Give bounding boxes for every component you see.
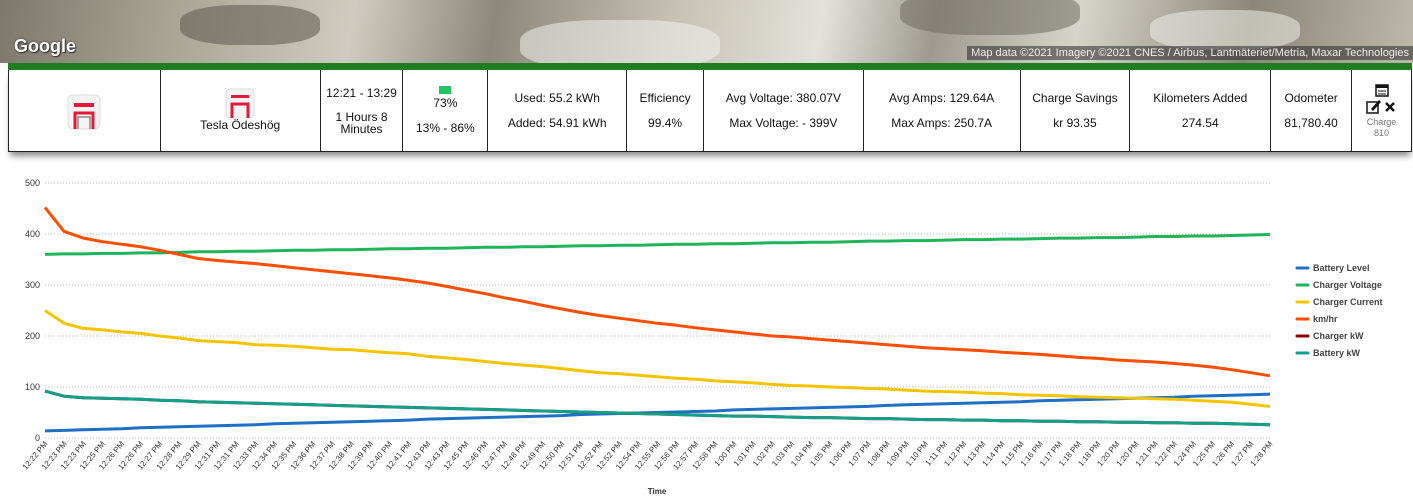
battery-indicator [439, 85, 452, 94]
y-tick-label: 300 [25, 280, 40, 290]
legend-label: Battery kW [1313, 348, 1361, 358]
series-line [44, 389, 1271, 427]
map-attribution: Map data ©2021 Imagery ©2021 CNES / Airb… [967, 46, 1413, 60]
legend-label: Charger Current [1313, 297, 1383, 307]
y-tick-label: 100 [25, 382, 40, 392]
charger-icon [225, 88, 255, 118]
terrain [1150, 10, 1300, 50]
legend-label: Charger Voltage [1313, 280, 1382, 290]
energy-cell: Used: 55.2 kWh Added: 54.91 kWh [487, 70, 626, 151]
x-axis-label: Time [648, 487, 667, 496]
km-cell: Kilometers Added 274.54 [1129, 70, 1270, 151]
battery-cell: 73% 13% - 86% [402, 70, 487, 151]
odometer-cell: Odometer 81,780.40 [1270, 70, 1351, 151]
actions-cell: Charge 810 [1351, 70, 1411, 151]
savings: kr 93.35 [1053, 115, 1097, 130]
km-label: Kilometers Added [1153, 90, 1248, 105]
terrain [180, 5, 320, 45]
efficiency: 99.4% [648, 115, 683, 130]
km: 274.54 [1181, 115, 1219, 130]
max-amps: Max Amps: 250.7A [891, 115, 992, 130]
charger-icon-cell [9, 70, 160, 151]
location-cell: Tesla Ödeshög [159, 70, 320, 151]
savings-label: Charge Savings [1032, 90, 1118, 105]
efficiency-cell: Efficiency 99.4% [626, 70, 703, 151]
location: Tesla Ödeshög [200, 118, 281, 132]
avg-amps: Avg Amps: 129.64A [889, 90, 995, 105]
y-tick-label: 400 [25, 229, 40, 239]
y-tick-label: 500 [25, 178, 40, 188]
odometer-label: Odometer [1284, 90, 1338, 105]
amps-cell: Avg Amps: 129.64A Max Amps: 250.7A [862, 70, 1020, 151]
duration: 1 Hours 8 Minutes [335, 110, 388, 136]
savings-cell: Charge Savings kr 93.35 [1019, 70, 1130, 151]
added: Added: 54.91 kWh [507, 115, 607, 130]
status-bar [8, 63, 1412, 70]
avg-voltage: Avg Voltage: 380.07V [725, 90, 841, 105]
time-cell: 12:21 - 13:29 1 Hours 8 Minutes [319, 70, 403, 151]
calendar-icon[interactable] [1374, 83, 1389, 97]
terrain [900, 0, 1080, 35]
efficiency-label: Efficiency [639, 90, 691, 105]
legend-label: Charger kW [1313, 331, 1364, 341]
used: Used: 55.2 kWh [514, 90, 600, 105]
charger-icon [67, 94, 101, 129]
delete-icon[interactable] [1384, 101, 1395, 112]
legend-label: km/hr [1313, 314, 1338, 324]
voltage-cell: Avg Voltage: 380.07V Max Voltage: - 399V [702, 70, 863, 151]
y-tick-label: 0 [35, 433, 40, 443]
odometer: 81,780.40 [1284, 115, 1338, 130]
max-voltage: Max Voltage: - 399V [729, 115, 838, 130]
series-line [43, 206, 1271, 378]
charge-id: Charge 810 [1366, 116, 1397, 138]
time-range: 12:21 - 13:29 [326, 86, 397, 100]
battery: 73% [433, 95, 458, 110]
battery-range: 13% - 86% [416, 120, 475, 135]
terrain [520, 20, 720, 63]
y-tick-label: 200 [25, 331, 40, 341]
map-logo: Google [14, 36, 76, 56]
edit-icon[interactable] [1365, 99, 1381, 114]
map[interactable]: Google Map data ©2021 Imagery ©2021 CNES… [0, 0, 1413, 63]
charge-summary: Tesla Ödeshög 12:21 - 13:29 1 Hours 8 Mi… [8, 70, 1412, 152]
series-line [44, 309, 1271, 408]
action-icons [1365, 83, 1395, 114]
series-line [44, 233, 1271, 256]
legend-label: Battery Level [1313, 263, 1370, 273]
